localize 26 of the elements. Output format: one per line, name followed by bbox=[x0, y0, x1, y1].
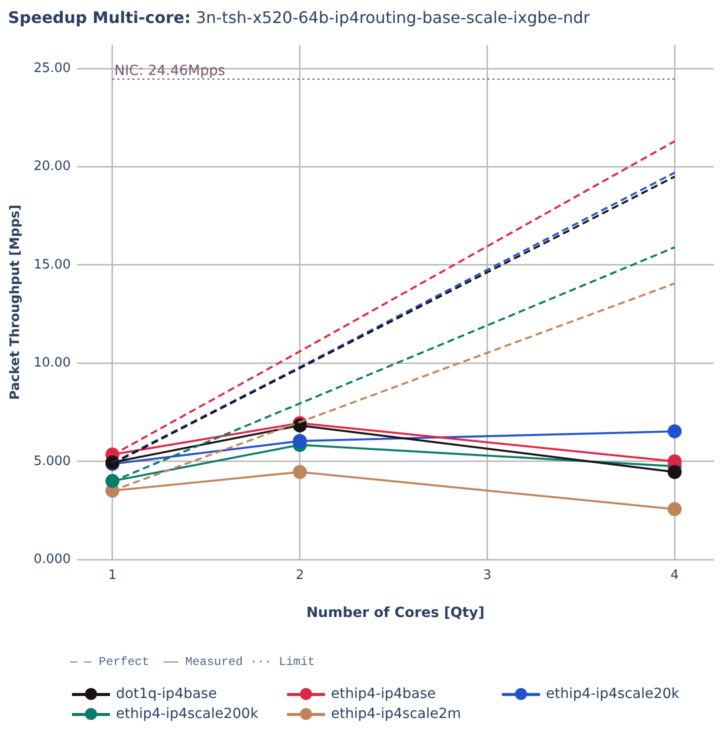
y-tick-label: 25.00 bbox=[34, 60, 71, 76]
y-tick-label: 15.00 bbox=[34, 257, 71, 272]
x-axis-title: Number of Cores [Qty] bbox=[306, 605, 484, 622]
point bbox=[292, 465, 307, 479]
point bbox=[668, 424, 682, 438]
text: — — Perfect —— Measured ··· Limit bbox=[70, 655, 315, 669]
point bbox=[668, 502, 682, 516]
point bbox=[292, 434, 307, 448]
y-axis-title: Packet Throughput [Mpps] bbox=[8, 204, 24, 400]
x-tick-label: 1 bbox=[108, 568, 117, 583]
point bbox=[668, 465, 682, 479]
y-tick-label: 5.000 bbox=[34, 454, 71, 469]
y-tick-label: 10.00 bbox=[34, 356, 71, 371]
y-tick-label: 20.00 bbox=[34, 159, 71, 174]
legend-label: ethip4-ip4base bbox=[331, 686, 436, 702]
chart-title: Speedup Multi-core: 3n-tsh-x520-64b-ip4routing-base-scale-ixgbe-ndr bbox=[8, 8, 590, 27]
legend-label: ethip4-ip4scale2m bbox=[331, 706, 462, 722]
ref-line-label: NIC: 24.46Mpps bbox=[114, 62, 226, 79]
legend-label: ethip4-ip4scale20k bbox=[546, 686, 680, 702]
legend-label: ethip4-ip4scale200k bbox=[116, 706, 258, 722]
y-tick-label: 0.000 bbox=[34, 552, 71, 567]
legend-label: dot1q-ip4base bbox=[116, 686, 217, 702]
point bbox=[105, 474, 120, 488]
x-tick-label: 3 bbox=[483, 568, 492, 583]
x-tick-label: 2 bbox=[296, 568, 304, 583]
x-tick-label: 4 bbox=[670, 568, 679, 583]
